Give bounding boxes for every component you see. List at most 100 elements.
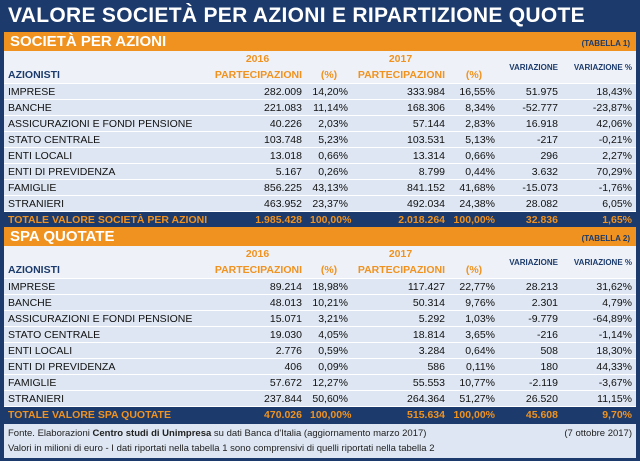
- value-cell: 2.776: [209, 342, 306, 359]
- total-value: 2.018.264: [352, 211, 449, 227]
- value-cell: 4,79%: [562, 294, 636, 311]
- value-cell: 5.292: [352, 310, 449, 327]
- table-row: ENTI LOCALI 13.018 0,66% 13.314 0,66% 296 2,27…: [4, 147, 636, 164]
- value-cell: -216: [499, 326, 562, 343]
- table-row: STATO CENTRALE 19.030 4,05% 18.814 3,65% -216…: [4, 326, 636, 343]
- value-cell: 492.034: [352, 195, 449, 212]
- value-cell: 5,13%: [449, 131, 499, 148]
- table-tag: (TABELLA 1): [581, 39, 630, 48]
- total-value: 1,65%: [562, 211, 636, 227]
- year-header: 2017: [352, 51, 449, 67]
- total-value: 100,00%: [449, 211, 499, 227]
- value-cell: 282.009: [209, 83, 306, 100]
- value-cell: 26.520: [499, 390, 562, 407]
- value-cell: -23,87%: [562, 99, 636, 116]
- column-header: VARIAZIONE: [499, 246, 562, 279]
- value-cell: 8.799: [352, 163, 449, 180]
- value-cell: 18,98%: [306, 278, 352, 295]
- value-cell: 296: [499, 147, 562, 164]
- date: (7 ottobre 2017): [564, 428, 632, 439]
- value-cell: 586: [352, 358, 449, 375]
- table-row: STRANIERI 463.952 23,37% 492.034 24,38% 28.08…: [4, 195, 636, 212]
- header-row: AZIONISTI PARTECIPAZIONI (%) PARTECIPAZIONI…: [4, 262, 636, 279]
- column-header: VARIAZIONE %: [562, 246, 636, 279]
- table-row: ENTI DI PREVIDENZA 5.167 0,26% 8.799 0,44% 3.…: [4, 163, 636, 180]
- value-cell: -217: [499, 131, 562, 148]
- value-cell: 3,65%: [449, 326, 499, 343]
- value-cell: -2.119: [499, 374, 562, 391]
- value-cell: 406: [209, 358, 306, 375]
- source: Fonte. Elaborazioni Centro studi di Unim…: [8, 426, 426, 441]
- tables: SOCIETÀ PER AZIONI (TABELLA 1) 2016 2017 VAR…: [0, 32, 640, 422]
- value-cell: -64,89%: [562, 310, 636, 327]
- value-cell: -52.777: [499, 99, 562, 116]
- row-label: BANCHE: [4, 99, 209, 116]
- value-cell: -3,67%: [562, 374, 636, 391]
- table-row: STRANIERI 237.844 50,60% 264.364 51,27% 26.52…: [4, 390, 636, 407]
- table-row: ENTI LOCALI 2.776 0,59% 3.284 0,64% 508 18,30%: [4, 342, 636, 359]
- data-table: 2016 2017 VARIAZIONE VARIAZIONE % AZIONISTI P…: [4, 246, 636, 422]
- source-text: su dati Banca d'Italia (aggiornamento ma…: [211, 428, 427, 439]
- value-cell: 31,62%: [562, 278, 636, 295]
- value-cell: 19.030: [209, 326, 306, 343]
- value-cell: 57.672: [209, 374, 306, 391]
- value-cell: 18,30%: [562, 342, 636, 359]
- value-cell: 12,27%: [306, 374, 352, 391]
- row-label: ASSICURAZIONI E FONDI PENSIONE: [4, 310, 209, 327]
- value-cell: 28.213: [499, 278, 562, 295]
- value-cell: 16,55%: [449, 83, 499, 100]
- value-cell: 221.083: [209, 99, 306, 116]
- value-cell: 44,33%: [562, 358, 636, 375]
- value-cell: 2,83%: [449, 115, 499, 132]
- value-cell: 18.814: [352, 326, 449, 343]
- value-cell: -0,21%: [562, 131, 636, 148]
- row-label: ENTI DI PREVIDENZA: [4, 163, 209, 180]
- column-header: PARTECIPAZIONI: [352, 262, 449, 279]
- total-value: 100,00%: [306, 406, 352, 422]
- value-cell: 168.306: [352, 99, 449, 116]
- column-header: (%): [306, 67, 352, 84]
- table-row: BANCHE 48.013 10,21% 50.314 9,76% 2.301 4,79%: [4, 294, 636, 311]
- value-cell: 1,03%: [449, 310, 499, 327]
- year-header: 2017: [352, 246, 449, 262]
- note: Valori in milioni di euro - I dati ripor…: [8, 443, 435, 454]
- value-cell: 0,59%: [306, 342, 352, 359]
- value-cell: 41,68%: [449, 179, 499, 196]
- column-header: AZIONISTI: [4, 67, 209, 84]
- row-label: ENTI LOCALI: [4, 147, 209, 164]
- value-cell: 0,11%: [449, 358, 499, 375]
- value-cell: 13.018: [209, 147, 306, 164]
- value-cell: 5,23%: [306, 131, 352, 148]
- source-text: Fonte. Elaborazioni: [8, 428, 93, 439]
- total-label: TOTALE VALORE SOCIETÀ PER AZIONI: [4, 211, 209, 227]
- footer: Fonte. Elaborazioni Centro studi di Unim…: [4, 424, 636, 458]
- value-cell: 180: [499, 358, 562, 375]
- value-cell: 28.082: [499, 195, 562, 212]
- value-cell: 5.167: [209, 163, 306, 180]
- column-header: (%): [449, 67, 499, 84]
- value-cell: 0,26%: [306, 163, 352, 180]
- value-cell: 6,05%: [562, 195, 636, 212]
- value-cell: 43,13%: [306, 179, 352, 196]
- column-header: PARTECIPAZIONI: [352, 67, 449, 84]
- row-label: ENTI LOCALI: [4, 342, 209, 359]
- value-cell: 3.284: [352, 342, 449, 359]
- value-cell: 70,29%: [562, 163, 636, 180]
- total-value: 45.608: [499, 406, 562, 422]
- value-cell: 16.918: [499, 115, 562, 132]
- column-header: (%): [306, 262, 352, 279]
- header-row: 2016 2017 VARIAZIONE VARIAZIONE %: [4, 51, 636, 84]
- value-cell: 3.632: [499, 163, 562, 180]
- total-row: TOTALE VALORE SPA QUOTATE 470.026 100,00% 5…: [4, 406, 636, 422]
- header-row: 2016 2017 VARIAZIONE VARIAZIONE %: [4, 246, 636, 279]
- value-cell: 10,77%: [449, 374, 499, 391]
- value-cell: 2,27%: [562, 147, 636, 164]
- value-cell: 10,21%: [306, 294, 352, 311]
- total-value: 100,00%: [449, 406, 499, 422]
- table-row: STATO CENTRALE 103.748 5,23% 103.531 5,13% -2…: [4, 131, 636, 148]
- source-org: Centro studi di Unimpresa: [92, 428, 212, 439]
- value-cell: 3,21%: [306, 310, 352, 327]
- value-cell: -15.073: [499, 179, 562, 196]
- value-cell: 23,37%: [306, 195, 352, 212]
